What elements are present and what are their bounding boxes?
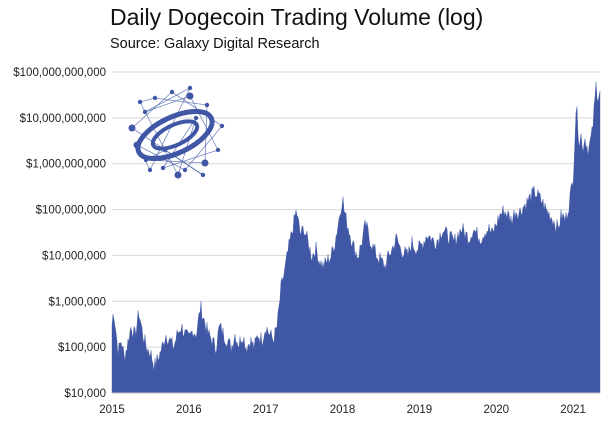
y-tick-label: $1,000,000,000 (26, 159, 106, 171)
galaxy-logo-icon (128, 85, 225, 179)
chart-subtitle: Source: Galaxy Digital Research (110, 36, 320, 52)
x-tick-label: 2019 (407, 404, 433, 416)
y-tick-label: $10,000,000 (42, 250, 106, 262)
x-tick-label: 2016 (176, 404, 202, 416)
y-tick-label: $10,000 (64, 388, 106, 400)
y-tick-label: $1,000,000 (48, 296, 106, 308)
x-axis: 2015 2016 2017 2018 2019 2020 2021 (99, 392, 600, 416)
y-tick-label: $10,000,000,000 (20, 113, 106, 125)
y-tick-label: $100,000,000,000 (13, 67, 106, 79)
volume-area (111, 81, 601, 394)
x-tick-label: 2020 (483, 404, 509, 416)
area-layer (111, 81, 601, 394)
x-tick-label: 2017 (253, 404, 279, 416)
y-tick-label: $100,000,000 (36, 205, 106, 217)
x-tick-label: 2021 (560, 404, 586, 416)
y-tick-label: $100,000 (58, 342, 106, 354)
x-tick-label: 2018 (330, 404, 356, 416)
x-tick-label: 2015 (99, 404, 125, 416)
chart-title: Daily Dogecoin Trading Volume (log) (110, 4, 484, 30)
y-axis: $10,000 $100,000 $1,000,000 $10,000,000 $100… (13, 67, 106, 400)
